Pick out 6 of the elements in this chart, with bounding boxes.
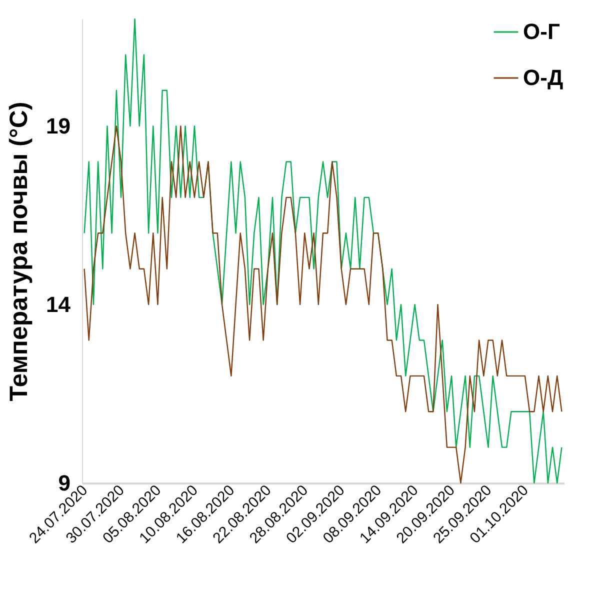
y-tick-label: 14 [46,292,72,318]
legend-label: О-Г [523,19,560,44]
y-axis-title: Температура почвы (°C) [5,102,34,402]
legend-label: О-Д [523,65,564,90]
y-tick-label: 19 [46,114,70,139]
line-series [84,18,562,484]
